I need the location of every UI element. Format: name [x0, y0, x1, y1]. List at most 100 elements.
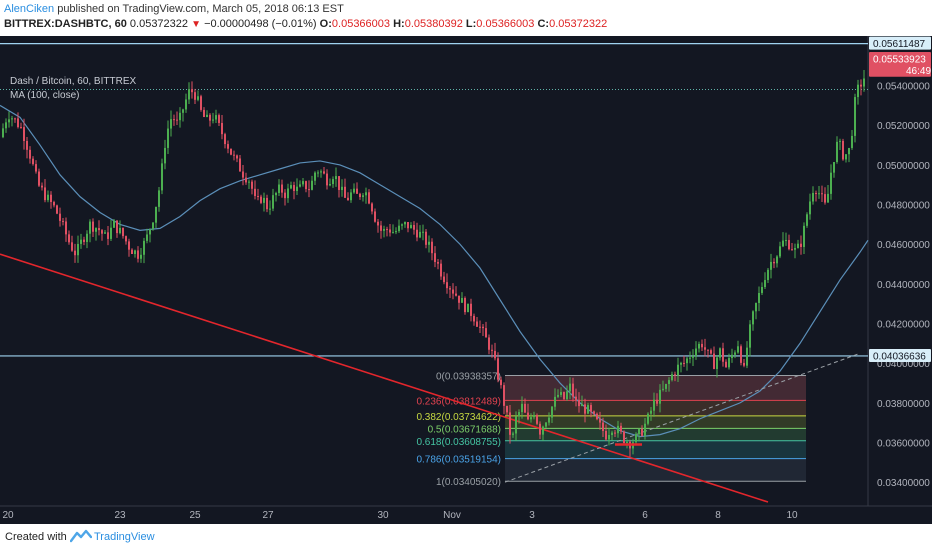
- candle-body: [641, 428, 643, 436]
- price-label-box: [869, 52, 931, 66]
- candle-body: [419, 231, 421, 238]
- open-label: O:: [319, 18, 332, 30]
- price-chart[interactable]: 0(0.03938357)0.236(0.03812489)0.382(0.03…: [0, 36, 932, 524]
- x-tick-label: 23: [114, 510, 126, 521]
- candle-body: [611, 432, 613, 436]
- candle-body: [302, 181, 304, 185]
- price-change: −0.00000498 (−0.01%): [204, 18, 317, 30]
- candle-body: [26, 141, 28, 150]
- x-tick-label: 25: [189, 510, 201, 521]
- candle-body: [572, 383, 574, 397]
- close-value: 0.05372322: [549, 18, 608, 30]
- candle-body: [272, 195, 274, 209]
- candle-body: [473, 315, 475, 322]
- candle-body: [500, 379, 502, 386]
- tradingview-brand[interactable]: TradingView: [94, 531, 155, 543]
- candle-body: [776, 256, 778, 264]
- candle-body: [605, 430, 607, 440]
- author-link[interactable]: AlenCiken: [4, 3, 55, 15]
- candle-body: [809, 201, 811, 215]
- candle-body: [842, 140, 844, 160]
- candle-body: [284, 192, 286, 199]
- candle-body: [434, 253, 436, 263]
- candle-body: [833, 162, 835, 173]
- candle-body: [182, 109, 184, 113]
- candle-body: [587, 405, 589, 414]
- candle-body: [260, 196, 262, 203]
- y-tick-label: 0.05400000: [877, 82, 930, 93]
- candle-body: [482, 326, 484, 329]
- candle-body: [422, 231, 424, 233]
- candle-body: [740, 346, 742, 363]
- candle-body: [299, 184, 301, 187]
- candle-body: [848, 148, 850, 155]
- red-trendline: [0, 253, 769, 503]
- candle-body: [275, 192, 277, 196]
- candle-body: [530, 417, 532, 420]
- candle-body: [674, 374, 676, 376]
- indicator-label[interactable]: MA (100, close): [10, 90, 80, 101]
- candle-body: [485, 328, 487, 338]
- publish-line: AlenCiken published on TradingView.com, …: [4, 3, 344, 15]
- candle-body: [467, 303, 469, 313]
- candle-body: [596, 413, 598, 420]
- fib-level-label: 1(0.03405020): [436, 477, 501, 488]
- chart-area[interactable]: 0(0.03938357)0.236(0.03812489)0.382(0.03…: [0, 36, 932, 524]
- x-tick-label: Nov: [443, 510, 461, 521]
- candle-body: [305, 181, 307, 190]
- candle-body: [575, 396, 577, 400]
- candle-body: [125, 236, 127, 242]
- candle-body: [392, 232, 394, 234]
- candle-body: [509, 412, 511, 435]
- high-value: 0.05380392: [404, 18, 463, 30]
- candle-body: [746, 347, 748, 366]
- candle-body: [560, 392, 562, 395]
- candle-body: [506, 405, 508, 413]
- candle-body: [791, 249, 793, 251]
- candle-body: [647, 413, 649, 424]
- y-tick-label: 0.03400000: [877, 478, 930, 489]
- candle-body: [206, 114, 208, 117]
- candle-body: [377, 221, 379, 226]
- candle-body: [176, 119, 178, 121]
- candle-body: [494, 350, 496, 359]
- candle-body: [2, 128, 4, 138]
- candle-body: [335, 176, 337, 180]
- candle-body: [23, 127, 25, 142]
- candle-body: [191, 89, 193, 93]
- down-arrow-icon: ▼: [191, 19, 201, 30]
- y-tick-label: 0.03600000: [877, 439, 930, 450]
- candle-body: [779, 246, 781, 257]
- candle-body: [851, 135, 853, 149]
- candle-body: [362, 195, 364, 198]
- candle-body: [200, 96, 202, 110]
- candle-body: [233, 154, 235, 156]
- candle-body: [131, 249, 133, 255]
- candle-body: [800, 243, 802, 247]
- fib-level-label: 0.618(0.03608755): [416, 437, 501, 448]
- candle-body: [38, 171, 40, 186]
- candle-body: [407, 221, 409, 229]
- y-tick-label: 0.04400000: [877, 280, 930, 291]
- candle-body: [230, 148, 232, 155]
- candle-body: [692, 356, 694, 358]
- candle-body: [113, 220, 115, 228]
- candle-body: [755, 302, 757, 312]
- candle-body: [716, 357, 718, 369]
- candle-body: [83, 239, 85, 242]
- candle-body: [320, 171, 322, 173]
- price-label-text: 0.04036636: [873, 351, 926, 362]
- y-tick-label: 0.03800000: [877, 399, 930, 410]
- fib-level-label: 0.786(0.03519154): [416, 455, 501, 466]
- candle-body: [470, 303, 472, 316]
- candle-body: [680, 362, 682, 365]
- candle-body: [416, 229, 418, 238]
- candle-body: [287, 188, 289, 199]
- candle-body: [17, 118, 19, 128]
- candle-body: [830, 172, 832, 194]
- candle-body: [698, 343, 700, 349]
- candle-body: [677, 364, 679, 376]
- candle-body: [317, 172, 319, 174]
- candle-body: [662, 388, 664, 390]
- candle-body: [653, 399, 655, 411]
